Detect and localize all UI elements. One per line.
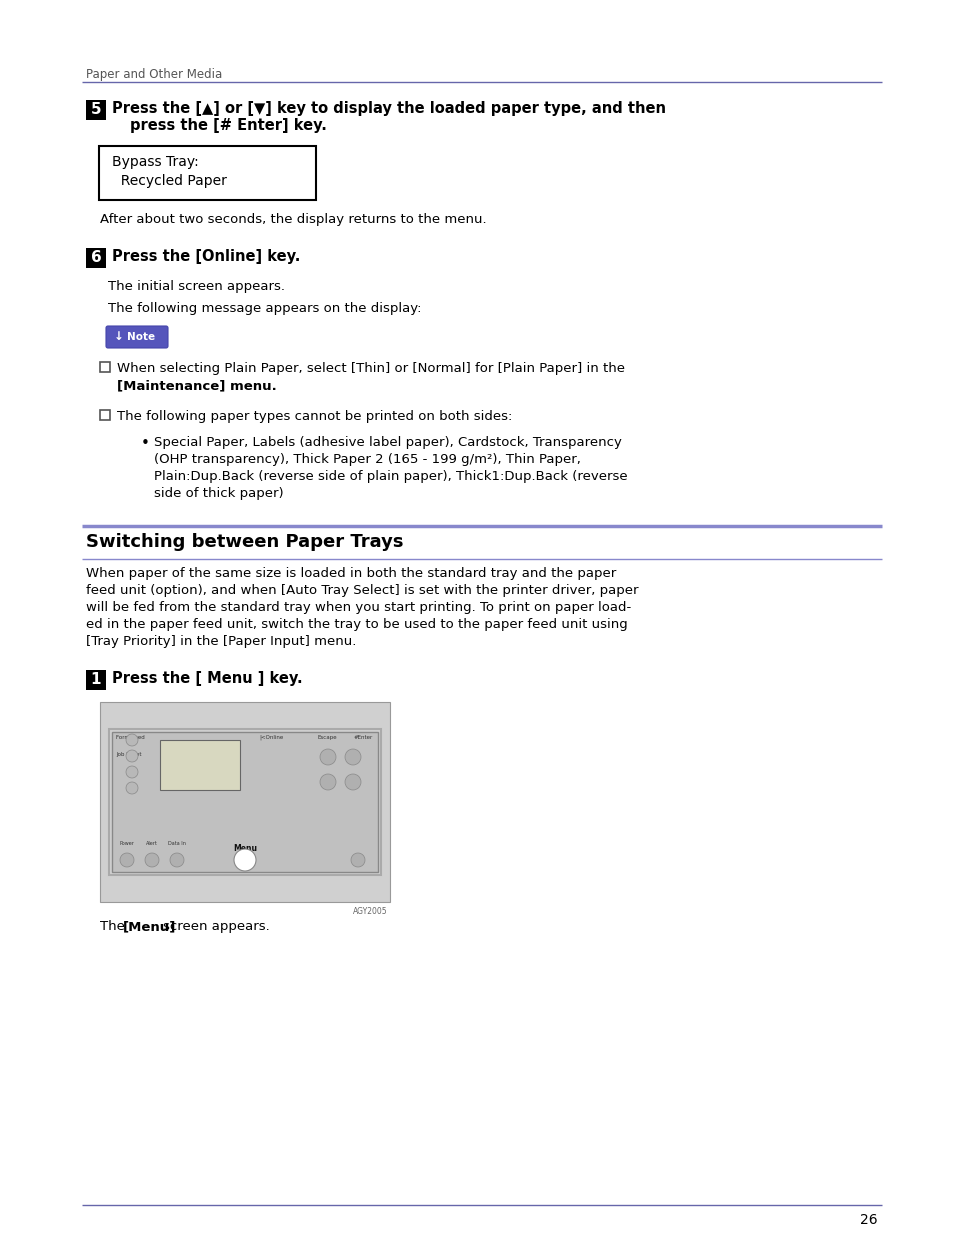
FancyBboxPatch shape — [106, 326, 168, 348]
FancyBboxPatch shape — [99, 146, 315, 200]
FancyBboxPatch shape — [86, 248, 106, 268]
Text: screen appears.: screen appears. — [163, 920, 270, 932]
Circle shape — [319, 748, 335, 764]
Circle shape — [345, 748, 360, 764]
Text: Alert: Alert — [146, 841, 158, 846]
Text: •: • — [141, 436, 150, 451]
Text: The following paper types cannot be printed on both sides:: The following paper types cannot be prin… — [117, 410, 512, 424]
Circle shape — [126, 734, 138, 746]
Text: [Menu]: [Menu] — [123, 920, 176, 932]
Circle shape — [126, 750, 138, 762]
Text: Press the [ Menu ] key.: Press the [ Menu ] key. — [112, 671, 302, 685]
Text: 5: 5 — [91, 103, 101, 117]
Text: Bypass Tray:: Bypass Tray: — [112, 156, 198, 169]
Text: 1: 1 — [91, 673, 101, 688]
Text: 6: 6 — [91, 251, 101, 266]
Text: ↓: ↓ — [113, 331, 124, 343]
Text: The following message appears on the display:: The following message appears on the dis… — [108, 303, 421, 315]
Text: 26: 26 — [860, 1213, 877, 1228]
FancyBboxPatch shape — [112, 732, 377, 872]
Circle shape — [345, 774, 360, 790]
Circle shape — [351, 853, 365, 867]
FancyBboxPatch shape — [100, 701, 390, 902]
Text: The: The — [100, 920, 129, 932]
Text: When paper of the same size is loaded in both the standard tray and the paper: When paper of the same size is loaded in… — [86, 567, 616, 580]
Text: |<Online: |<Online — [259, 735, 283, 741]
Text: Paper and Other Media: Paper and Other Media — [86, 68, 222, 82]
FancyBboxPatch shape — [86, 100, 106, 120]
Text: Escape: Escape — [317, 735, 337, 740]
Text: Form Feed: Form Feed — [116, 735, 145, 740]
Text: ed in the paper feed unit, switch the tray to be used to the paper feed unit usi: ed in the paper feed unit, switch the tr… — [86, 618, 627, 631]
Text: [Tray Priority] in the [Paper Input] menu.: [Tray Priority] in the [Paper Input] men… — [86, 635, 356, 648]
Text: When selecting Plain Paper, select [Thin] or [Normal] for [Plain Paper] in the: When selecting Plain Paper, select [Thin… — [117, 362, 624, 375]
Text: Switching between Paper Trays: Switching between Paper Trays — [86, 534, 403, 551]
Text: The initial screen appears.: The initial screen appears. — [108, 280, 285, 293]
Circle shape — [126, 766, 138, 778]
Text: will be fed from the standard tray when you start printing. To print on paper lo: will be fed from the standard tray when … — [86, 601, 631, 614]
Text: Recycled Paper: Recycled Paper — [112, 174, 227, 188]
FancyBboxPatch shape — [100, 362, 110, 372]
Text: AGY2005: AGY2005 — [353, 906, 388, 916]
FancyBboxPatch shape — [100, 410, 110, 420]
Circle shape — [319, 774, 335, 790]
Text: (OHP transparency), Thick Paper 2 (165 - 199 g/m²), Thin Paper,: (OHP transparency), Thick Paper 2 (165 -… — [153, 453, 580, 466]
Circle shape — [237, 853, 252, 867]
Text: Note: Note — [127, 332, 155, 342]
Circle shape — [170, 853, 184, 867]
Circle shape — [145, 853, 159, 867]
Text: Press the [▲] or [▼] key to display the loaded paper type, and then: Press the [▲] or [▼] key to display the … — [112, 101, 665, 116]
FancyBboxPatch shape — [160, 740, 240, 790]
Text: Special Paper, Labels (adhesive label paper), Cardstock, Transparency: Special Paper, Labels (adhesive label pa… — [153, 436, 621, 450]
Text: Press the [Online] key.: Press the [Online] key. — [112, 249, 300, 264]
Text: Job Reset: Job Reset — [116, 752, 141, 757]
Text: After about two seconds, the display returns to the menu.: After about two seconds, the display ret… — [100, 212, 486, 226]
Text: Power: Power — [119, 841, 134, 846]
Text: Menu: Menu — [233, 844, 256, 853]
Text: [Maintenance] menu.: [Maintenance] menu. — [117, 379, 276, 391]
Circle shape — [120, 853, 133, 867]
Text: feed unit (option), and when [Auto Tray Select] is set with the printer driver, : feed unit (option), and when [Auto Tray … — [86, 584, 638, 597]
Circle shape — [233, 848, 255, 871]
Circle shape — [126, 782, 138, 794]
FancyBboxPatch shape — [86, 671, 106, 690]
Text: Data In: Data In — [168, 841, 186, 846]
Text: Plain:Dup.Back (reverse side of plain paper), Thick1:Dup.Back (reverse: Plain:Dup.Back (reverse side of plain pa… — [153, 471, 627, 483]
Text: #Enter: #Enter — [354, 735, 373, 740]
Text: press the [# Enter] key.: press the [# Enter] key. — [130, 119, 327, 133]
Text: side of thick paper): side of thick paper) — [153, 487, 283, 500]
